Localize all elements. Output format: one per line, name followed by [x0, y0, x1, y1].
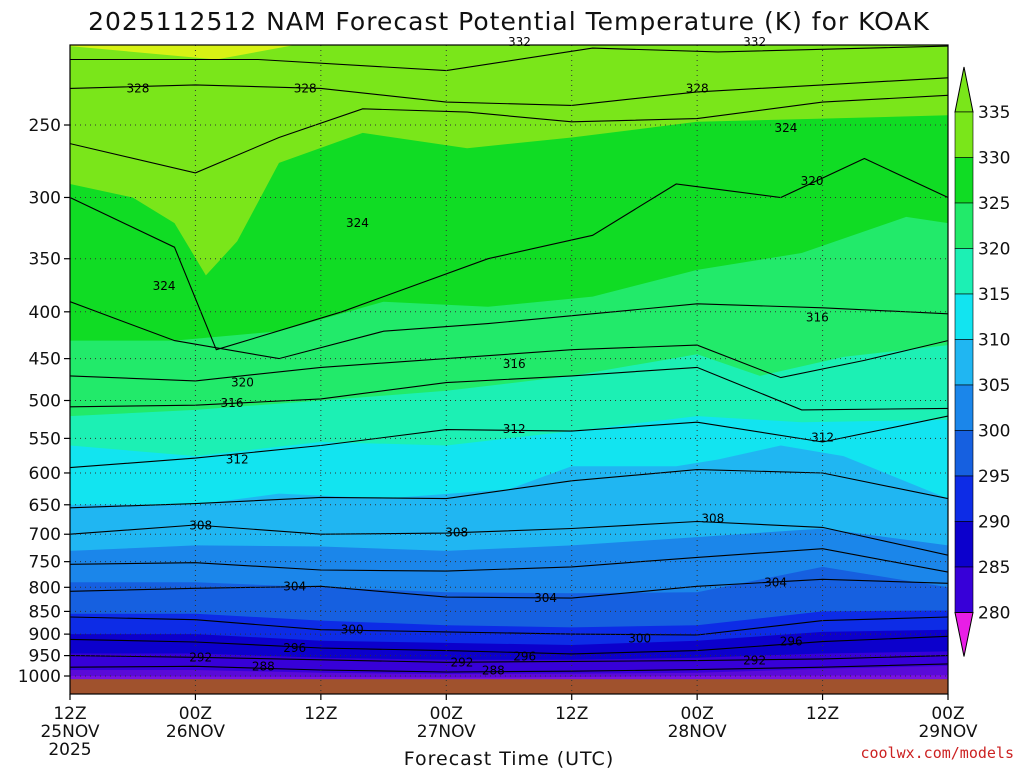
- y-tick-label: 800: [29, 578, 61, 598]
- y-tick-label: 1000: [18, 667, 61, 687]
- x-tick-label: 12Z: [304, 704, 337, 724]
- y-tick-label: 500: [29, 392, 61, 412]
- colorbar-swatch: [954, 566, 974, 613]
- colorbar-tick-label: 320: [978, 240, 1010, 260]
- contour-label: 320: [231, 376, 254, 390]
- colorbar-swatch: [954, 248, 974, 295]
- contour-label: 296: [780, 635, 803, 649]
- contour-label: 304: [764, 575, 787, 589]
- colorbar-swatch: [954, 202, 974, 249]
- contour-label: 316: [503, 357, 526, 371]
- contour-label: 324: [775, 121, 798, 135]
- colorbar-tick-label: 305: [978, 376, 1010, 396]
- colorbar-tick-label: 300: [978, 422, 1010, 442]
- colorbar-tick-label: 310: [978, 331, 1010, 351]
- colorbar: 335 330 325 320 315 310 305 300 295 290 285 280: [954, 66, 1010, 657]
- contour-label: 288: [252, 659, 275, 673]
- contour-label: 304: [534, 591, 557, 605]
- colorbar-bottom-arrow: [954, 612, 974, 657]
- plot-area: 328 328 332 328 332 324 320 324 324 316 316 320 316 3…: [69, 35, 949, 695]
- contour-label: 296: [283, 641, 306, 655]
- contour-label: 292: [451, 655, 474, 669]
- colorbar-tick-label: 285: [978, 558, 1010, 578]
- y-tick-label: 250: [29, 116, 61, 136]
- y-tick-label: 450: [29, 350, 61, 370]
- colorbar-tick-label: 290: [978, 513, 1010, 533]
- contour-label: 312: [503, 422, 526, 436]
- y-tick-label: 300: [29, 188, 61, 208]
- y-tick-label: 900: [29, 625, 61, 645]
- contour-label: 304: [283, 579, 306, 593]
- contour-label: 312: [226, 452, 249, 466]
- credit-text: coolwx.com/models: [860, 744, 1014, 762]
- contour-label: 300: [628, 632, 651, 646]
- y-axis: 250 300 350 400 450 500 550 600 650 700 750 800 850 9…: [18, 116, 70, 687]
- x-tick-label: 2025: [48, 740, 91, 760]
- colorbar-swatch: [954, 339, 974, 386]
- x-tick-label: 26NOV: [166, 722, 225, 742]
- contour-label: 296: [513, 649, 536, 663]
- colorbar-swatch: [954, 475, 974, 522]
- colorbar-tick-label: 335: [978, 103, 1010, 123]
- y-tick-label: 650: [29, 496, 61, 516]
- x-tick-label: 27NOV: [417, 722, 476, 742]
- x-tick-label: 12Z: [53, 704, 86, 724]
- x-tick-label: 28NOV: [668, 722, 727, 742]
- contour-label: 320: [801, 174, 824, 188]
- y-tick-label: 750: [29, 553, 61, 573]
- contour-label: 328: [126, 81, 149, 95]
- x-axis-label: Forecast Time (UTC): [404, 748, 614, 768]
- contour-label: 324: [153, 279, 176, 293]
- colorbar-swatch: [954, 157, 974, 204]
- contour-label: 308: [189, 519, 212, 533]
- colorbar-swatch: [954, 430, 974, 477]
- x-tick-label: 29NOV: [918, 722, 977, 742]
- contour-label: 288: [482, 663, 505, 677]
- y-tick-label: 700: [29, 525, 61, 545]
- x-tick-label: 12Z: [555, 704, 588, 724]
- colorbar-tick-label: 315: [978, 285, 1010, 305]
- x-tick-label: 00Z: [681, 704, 714, 724]
- contour-label: 328: [294, 81, 317, 95]
- contour-label: 300: [341, 623, 364, 637]
- contour-label: 308: [445, 526, 468, 540]
- contour-label: 332: [743, 35, 766, 49]
- x-tick-label: 00Z: [931, 704, 964, 724]
- colorbar-tick-label: 330: [978, 149, 1010, 169]
- y-tick-label: 550: [29, 429, 61, 449]
- contour-label: 316: [806, 311, 829, 325]
- colorbar-tick-label: 325: [978, 194, 1010, 214]
- isentrope-lines: [70, 45, 948, 673]
- y-tick-label: 950: [29, 647, 61, 667]
- temperature-fill: [70, 45, 948, 694]
- y-tick-label: 850: [29, 602, 61, 622]
- x-tick-label: 25NOV: [40, 722, 99, 742]
- contour-label: 324: [346, 216, 369, 230]
- colorbar-swatch: [954, 521, 974, 568]
- contour-label: 332: [508, 35, 531, 49]
- contour-label: 328: [686, 81, 709, 95]
- contour-label: 312: [811, 431, 834, 445]
- colorbar-swatch: [954, 384, 974, 431]
- plot-frame: [69, 44, 949, 695]
- contour-label: 316: [221, 396, 244, 410]
- y-tick-label: 350: [29, 250, 61, 270]
- colorbar-top-arrow: [954, 66, 974, 113]
- colorbar-swatch: [954, 111, 974, 158]
- y-tick-label: 400: [29, 303, 61, 323]
- contour-label: 292: [189, 650, 212, 664]
- ground-surface: [70, 679, 948, 694]
- contour-label: 308: [701, 512, 724, 526]
- colorbar-tick-label: 295: [978, 467, 1010, 487]
- x-tick-label: 00Z: [179, 704, 212, 724]
- x-tick-label: 00Z: [430, 704, 463, 724]
- colorbar-tick-label: 280: [978, 604, 1010, 624]
- colorbar-swatch: [954, 293, 974, 340]
- chart-title: 2025112512 NAM Forecast Potential Temper…: [88, 7, 930, 36]
- contour-label: 292: [743, 654, 766, 668]
- y-tick-label: 600: [29, 464, 61, 484]
- x-tick-label: 12Z: [806, 704, 839, 724]
